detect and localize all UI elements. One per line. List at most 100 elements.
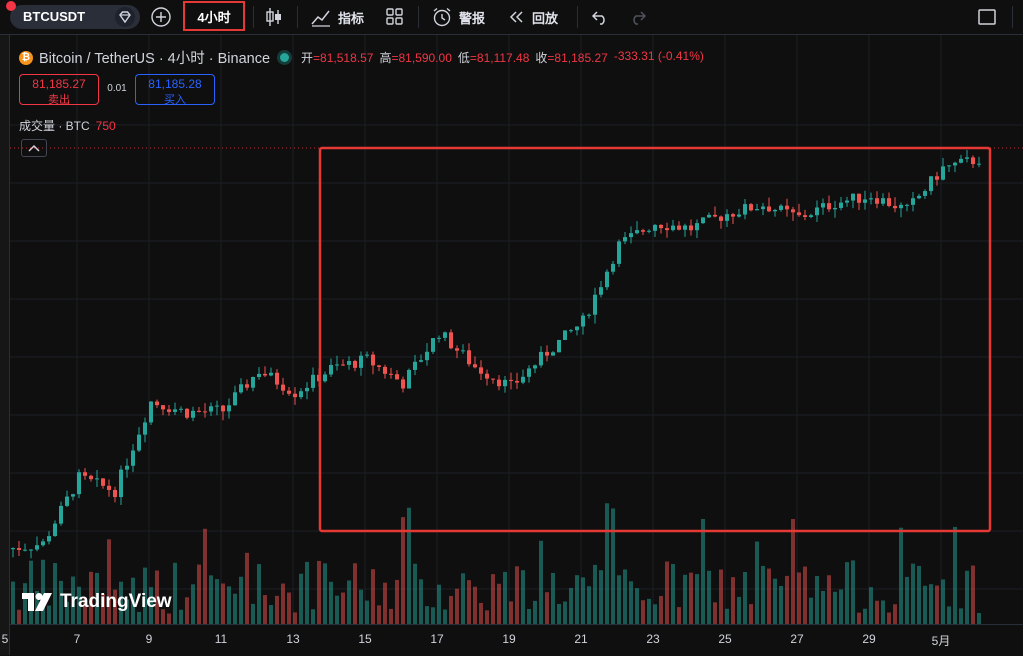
fullscreen-icon[interactable] bbox=[977, 7, 997, 27]
ohlc-key: 开 bbox=[301, 51, 314, 65]
volume-bar bbox=[461, 573, 465, 624]
time-axis[interactable]: 5 7 9 11 13 15 17 19 21 23 25 27 29 5月 bbox=[2, 624, 1023, 656]
candle bbox=[443, 332, 447, 338]
replay-button[interactable]: 回放 bbox=[508, 5, 558, 29]
drawing-toolbar-edge bbox=[0, 35, 10, 655]
ohlc-key: 低 bbox=[457, 51, 470, 65]
alerts-button[interactable]: 警报 bbox=[431, 5, 485, 29]
volume-bar bbox=[11, 581, 15, 624]
legend-title[interactable]: Bitcoin / TetherUS · 4小时 · Binance bbox=[39, 51, 271, 67]
candle bbox=[149, 401, 153, 423]
candle bbox=[371, 354, 375, 366]
buy-label: 买入 bbox=[164, 94, 186, 106]
candle bbox=[401, 379, 405, 389]
candle bbox=[341, 364, 345, 366]
volume-bar bbox=[779, 585, 783, 624]
candle bbox=[575, 326, 579, 331]
candle bbox=[311, 374, 315, 388]
volume-bar bbox=[167, 613, 171, 624]
volume-bar bbox=[689, 572, 693, 624]
sell-price: 81,185.27 bbox=[32, 77, 86, 91]
candle bbox=[593, 294, 597, 315]
divider bbox=[297, 6, 298, 28]
undo-icon[interactable] bbox=[591, 8, 609, 26]
redo-icon[interactable] bbox=[629, 8, 647, 26]
collapse-legend-button[interactable] bbox=[21, 139, 47, 157]
volume-bar bbox=[647, 598, 651, 624]
candle-type-icon[interactable] bbox=[264, 6, 284, 28]
candle bbox=[623, 237, 627, 242]
volume-label: 成交量 · BTC bbox=[19, 119, 90, 133]
candle bbox=[719, 216, 723, 221]
candle bbox=[515, 380, 519, 383]
candle bbox=[545, 351, 549, 356]
price-chart[interactable] bbox=[10, 35, 1023, 624]
volume-bar bbox=[389, 608, 393, 624]
volume-value: 750 bbox=[95, 119, 116, 133]
candle bbox=[479, 367, 483, 374]
volume-bar bbox=[467, 580, 471, 624]
candle bbox=[653, 224, 657, 231]
volume-bar bbox=[407, 507, 411, 624]
candle bbox=[461, 350, 465, 352]
compare-add-icon[interactable] bbox=[150, 6, 172, 28]
diamond-icon[interactable] bbox=[114, 6, 136, 28]
volume-bar bbox=[317, 560, 321, 624]
candle bbox=[701, 217, 705, 224]
volume-bar bbox=[509, 601, 513, 624]
tradingview-logo[interactable]: TradingView bbox=[22, 591, 172, 613]
volume-bar bbox=[965, 570, 969, 624]
candle bbox=[233, 392, 237, 406]
layout-grid-icon[interactable] bbox=[385, 7, 405, 27]
candle bbox=[965, 157, 969, 159]
volume-bar bbox=[191, 584, 195, 624]
volume-bar bbox=[323, 563, 327, 624]
candle bbox=[131, 450, 135, 466]
alarm-clock-icon bbox=[433, 7, 451, 27]
volume-bar bbox=[413, 563, 417, 624]
volume-bar bbox=[785, 575, 789, 624]
volume-bar bbox=[215, 579, 219, 624]
candle bbox=[941, 166, 945, 180]
candle bbox=[857, 193, 861, 203]
volume-bar bbox=[599, 570, 603, 624]
timeframe-button[interactable]: 4小时 bbox=[183, 1, 245, 31]
candle bbox=[167, 409, 171, 412]
candle bbox=[59, 505, 63, 524]
volume-bar bbox=[773, 578, 777, 624]
candle bbox=[611, 263, 615, 272]
candle bbox=[863, 199, 867, 203]
sell-button[interactable]: 81,185.27 卖出 bbox=[19, 74, 99, 106]
volume-bar bbox=[59, 580, 63, 624]
candle bbox=[497, 379, 501, 387]
volume-bar bbox=[557, 603, 561, 624]
candle bbox=[329, 364, 333, 375]
candle bbox=[749, 204, 753, 211]
volume-bar bbox=[281, 583, 285, 624]
volume-legend[interactable]: 成交量 · BTC 750 bbox=[19, 117, 116, 134]
volume-bar bbox=[569, 587, 573, 624]
volume-bar bbox=[95, 572, 99, 624]
volume-bar bbox=[149, 587, 153, 624]
volume-bar bbox=[695, 574, 699, 624]
volume-bar bbox=[71, 576, 75, 624]
volume-bar bbox=[221, 583, 225, 624]
volume-bar bbox=[653, 604, 657, 624]
volume-bar bbox=[899, 527, 903, 624]
volume-bar bbox=[701, 518, 705, 624]
volume-bar bbox=[935, 585, 939, 624]
volume-bar bbox=[809, 597, 813, 624]
buy-button[interactable]: 81,185.28 买入 bbox=[135, 74, 215, 106]
symbol-search-button[interactable]: BTCUSDT bbox=[6, 1, 140, 29]
volume-bar bbox=[725, 608, 729, 624]
candle bbox=[17, 548, 21, 550]
x-tick-label: 19 bbox=[502, 632, 516, 646]
indicators-button[interactable]: 指标 bbox=[310, 5, 364, 29]
volume-bar bbox=[245, 552, 249, 624]
volume-bar bbox=[635, 588, 639, 624]
volume-bar bbox=[485, 610, 489, 624]
volume-bar bbox=[155, 570, 159, 624]
chart-grid bbox=[10, 35, 1023, 624]
candle bbox=[191, 410, 195, 418]
x-tick-label: 23 bbox=[646, 632, 660, 646]
